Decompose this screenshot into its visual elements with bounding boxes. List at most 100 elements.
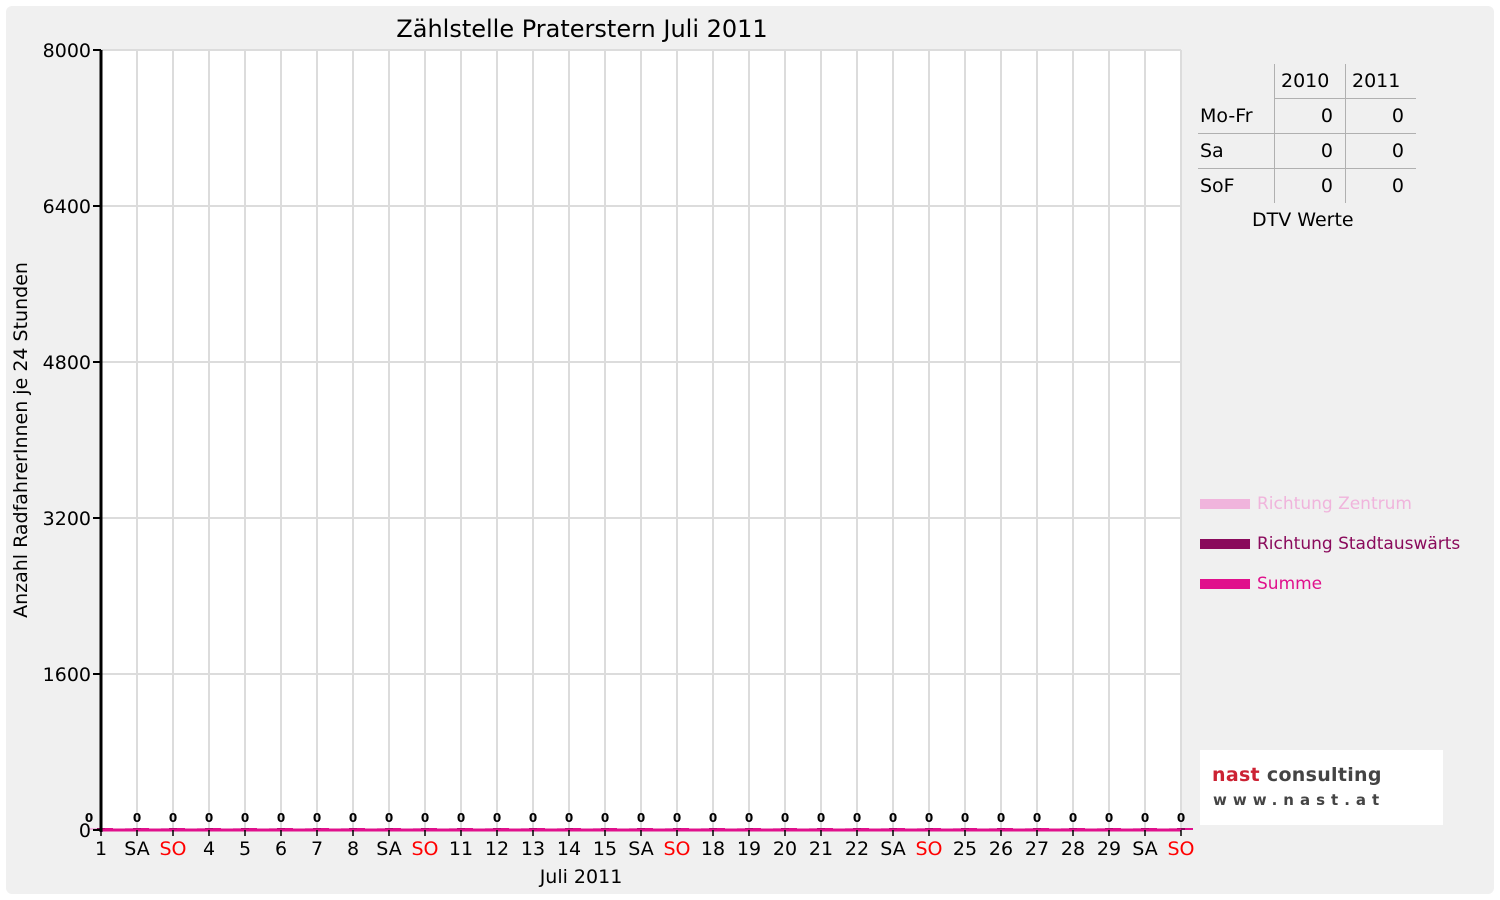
x-tick-label: SA xyxy=(124,838,149,860)
data-label: 0 xyxy=(1105,811,1113,825)
x-tick-label: 27 xyxy=(1025,838,1049,860)
y-tick-labels: 0 1600 3200 4800 6400 8000 xyxy=(43,40,91,842)
dtv-row-mofr: Mo-Fr 0 0 xyxy=(1198,98,1416,134)
legend-swatch-summe xyxy=(1200,579,1250,589)
dtv-row-sa: Sa 0 0 xyxy=(1198,133,1416,169)
dtv-value: 0 xyxy=(1274,133,1346,169)
data-label: 0 xyxy=(277,811,285,825)
y-tick-label: 4800 xyxy=(43,352,91,374)
y-axis-label: Anzahl RadfahrerInnen je 24 Stunden xyxy=(10,262,32,618)
dtv-value: 0 xyxy=(1345,168,1416,203)
data-label: 0 xyxy=(349,811,357,825)
legend-item-zentrum: Richtung Zentrum xyxy=(1200,493,1412,515)
data-label: 0 xyxy=(133,811,141,825)
data-label: 0 xyxy=(853,811,861,825)
x-tick-label: SA xyxy=(628,838,653,860)
logo-wordmark: nast consulting xyxy=(1212,764,1382,786)
data-label: 0 xyxy=(565,811,573,825)
legend-item-stadtauswaerts: Richtung Stadtauswärts xyxy=(1200,533,1460,555)
x-tick-label: 25 xyxy=(953,838,977,860)
x-tick-label: 21 xyxy=(809,838,833,860)
y-tick-label: 6400 xyxy=(43,196,91,218)
x-tick-label: SO xyxy=(159,838,186,860)
legend-label-zentrum: Richtung Zentrum xyxy=(1257,494,1412,514)
logo-accent-word: nast xyxy=(1212,764,1260,786)
x-tick-label: 15 xyxy=(593,838,617,860)
data-labels: 0 0 0 0 0 0 0 0 0 0 0 0 0 0 0 0 0 0 0 0 0 0 0 0 0 0 0 0 0 0 0 xyxy=(85,811,1185,825)
data-label: 0 xyxy=(493,811,501,825)
x-tick-label: 1 xyxy=(95,838,107,860)
bar-summe xyxy=(1185,828,1193,830)
dtv-row-label: SoF xyxy=(1200,175,1235,197)
data-label: 0 xyxy=(925,811,933,825)
data-label: 0 xyxy=(817,811,825,825)
data-label: 0 xyxy=(745,811,753,825)
legend-item-summe: Summe xyxy=(1200,573,1322,595)
data-label: 0 xyxy=(1069,811,1077,825)
x-tick-label: 19 xyxy=(737,838,761,860)
x-tick-label: 14 xyxy=(557,838,581,860)
data-label: 0 xyxy=(1033,811,1041,825)
data-label: 0 xyxy=(1177,811,1185,825)
data-label: 0 xyxy=(385,811,393,825)
dtv-header-row: 2010 2011 xyxy=(1198,64,1416,99)
data-label: 0 xyxy=(889,811,897,825)
dtv-value: 0 xyxy=(1345,133,1416,169)
bars xyxy=(89,828,1193,832)
y-tick-label: 3200 xyxy=(43,508,91,530)
dtv-caption: DTV Werte xyxy=(1252,209,1354,231)
data-label: 0 xyxy=(205,811,213,825)
dtv-value: 0 xyxy=(1274,168,1346,203)
data-label: 0 xyxy=(709,811,717,825)
x-tick-label: SA xyxy=(376,838,401,860)
x-tick-label: 20 xyxy=(773,838,797,860)
x-tick-label: SO xyxy=(915,838,942,860)
data-label: 0 xyxy=(457,811,465,825)
x-tick-label: 18 xyxy=(701,838,725,860)
x-tick-labels: 1 SA SO 4 5 6 7 8 SA SO 11 12 13 14 15 SA SO 18 19 20 21 22 SA… xyxy=(95,838,1195,860)
x-tick-label: 22 xyxy=(845,838,869,860)
logo-word: consulting xyxy=(1266,764,1382,786)
dtv-row-sof: SoF 0 0 xyxy=(1198,168,1416,203)
data-label: 0 xyxy=(601,811,609,825)
dtv-table: 2010 2011 Mo-Fr 0 0 Sa 0 0 SoF 0 0 xyxy=(1198,64,1416,203)
x-tick-label: SO xyxy=(411,838,438,860)
data-label: 0 xyxy=(1141,811,1149,825)
x-tick-label: SA xyxy=(880,838,905,860)
x-tick-label: 28 xyxy=(1061,838,1085,860)
legend-swatch-zentrum xyxy=(1200,499,1250,509)
x-tick-label: 5 xyxy=(239,838,251,860)
dtv-row-label: Sa xyxy=(1198,133,1275,169)
data-label: 0 xyxy=(529,811,537,825)
data-label: 0 xyxy=(313,811,321,825)
x-tick-label: 11 xyxy=(449,838,473,860)
data-label: 0 xyxy=(169,811,177,825)
x-tick-label: 29 xyxy=(1097,838,1121,860)
chart-title: Zählstelle Praterstern Juli 2011 xyxy=(396,15,767,43)
x-tick-label: SO xyxy=(1167,838,1194,860)
x-tick-label: SA xyxy=(1132,838,1157,860)
dtv-corner xyxy=(1198,64,1275,99)
data-label: 0 xyxy=(673,811,681,825)
legend-swatch-stadtauswaerts xyxy=(1200,539,1250,549)
x-tick-label: 7 xyxy=(311,838,323,860)
data-label: 0 xyxy=(241,811,249,825)
grid-lines xyxy=(101,49,1182,831)
x-tick-label: SO xyxy=(663,838,690,860)
dtv-col-2011: 2011 xyxy=(1345,64,1416,99)
data-label: 0 xyxy=(961,811,969,825)
data-label: 0 xyxy=(421,811,429,825)
x-tick-label: 8 xyxy=(347,838,359,860)
nast-consulting-logo: nast consulting www.nast.at xyxy=(1200,750,1443,825)
axes xyxy=(93,49,1182,836)
y-tick-label: 1600 xyxy=(43,664,91,686)
data-label: 0 xyxy=(997,811,1005,825)
data-label: 0 xyxy=(85,811,93,825)
y-tick-label: 0 xyxy=(79,820,91,842)
x-tick-label: 4 xyxy=(203,838,215,860)
legend-label-summe: Summe xyxy=(1257,574,1323,594)
x-tick-label: 13 xyxy=(521,838,545,860)
data-label: 0 xyxy=(781,811,789,825)
data-label: 0 xyxy=(637,811,645,825)
